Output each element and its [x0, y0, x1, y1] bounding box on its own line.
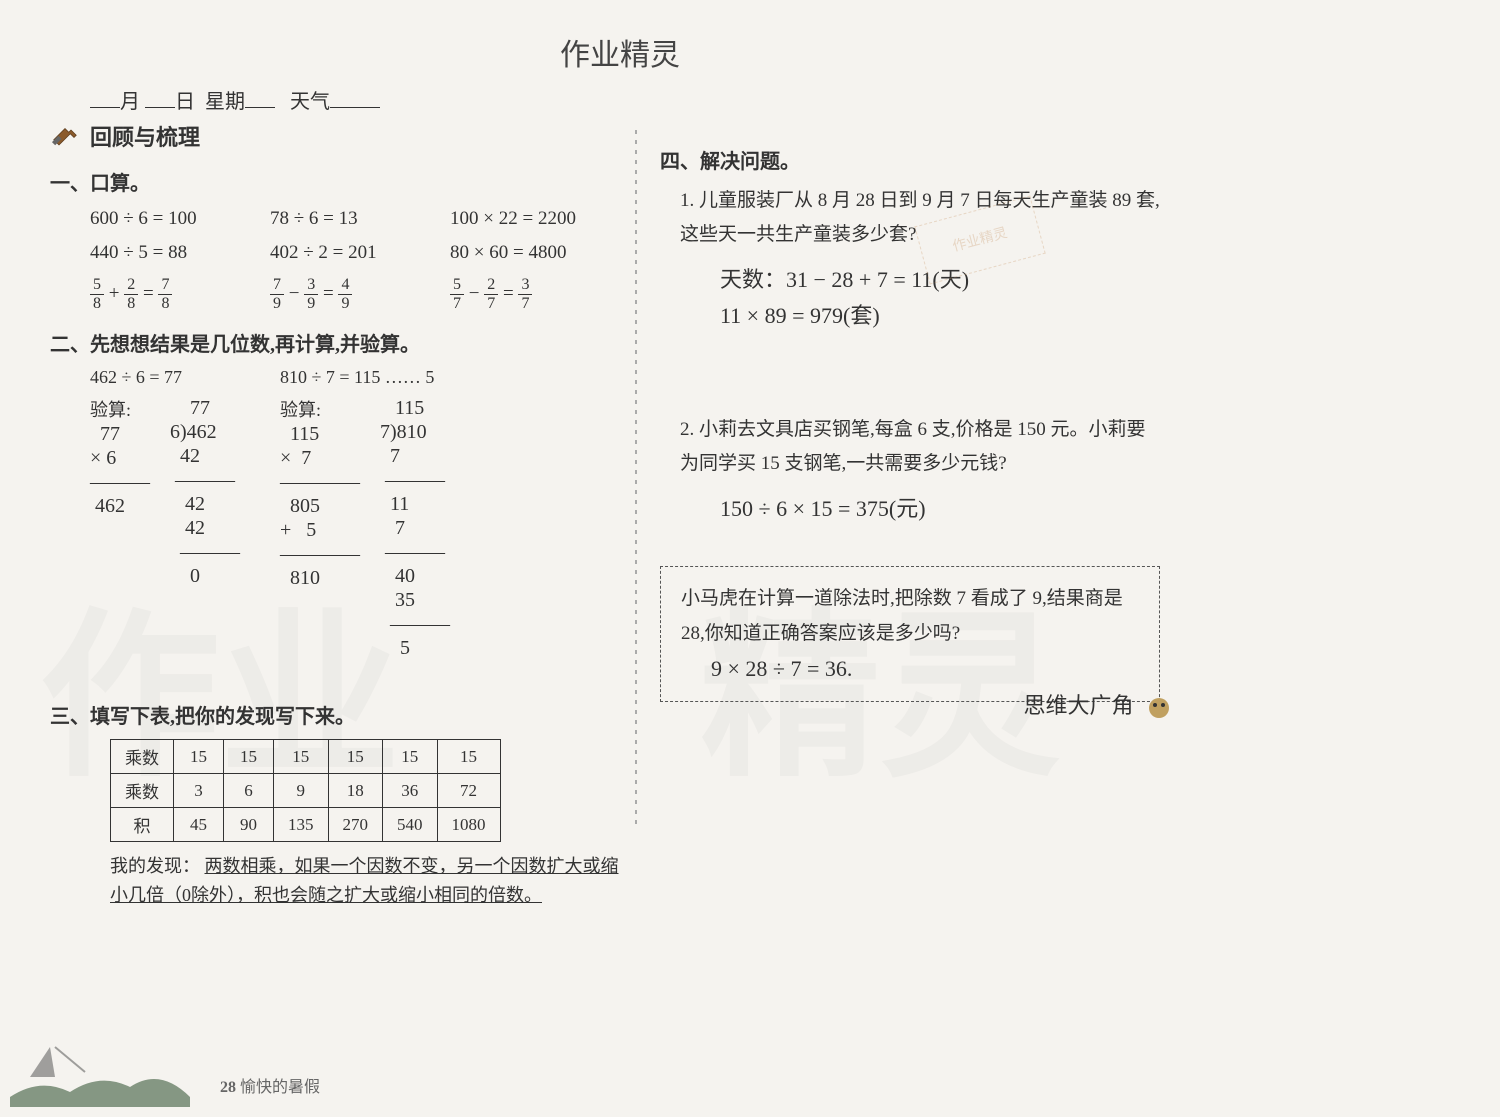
frac-item: 57 − 27 = 37 [450, 276, 600, 313]
sec2-title: 二、先想想结果是几位数,再计算,并验算。 [50, 328, 630, 357]
column-divider [635, 130, 637, 830]
bonus-box: 小马虎在计算一道除法时,把除数 7 看成了 9,结果商是 28,你知道正确答案应… [660, 566, 1160, 702]
hammer-icon [50, 121, 80, 151]
div-work: 77 6)462 42 ——— 42 42 ——— 0 [170, 396, 240, 588]
calc-item: 78 ÷ 6 = 13 [270, 208, 420, 230]
sec3-title: 三、填写下表,把你的发现写下来。 [50, 700, 630, 729]
calc-item: 100 × 22 = 2200 [450, 208, 600, 230]
mult-table: 乘数 151515 151515 乘数 369 183672 积 4590 13… [110, 739, 630, 842]
sec4-title: 四、解决问题。 [660, 145, 1160, 174]
finding: 我的发现： 两数相乘，如果一个因数不变，另一个因数扩大或缩小几倍（0除外），积也… [110, 852, 630, 910]
calc-item: 402 ÷ 2 = 201 [270, 242, 420, 264]
sec2-work: 462 ÷ 6 = 77 验算: 77 × 6 ——— 462 77 6)462… [90, 367, 630, 660]
calc-item: 600 ÷ 6 = 100 [90, 208, 240, 230]
review-title: 回顾与梳理 [90, 120, 200, 152]
verify-label: 验算: [90, 400, 131, 420]
bonus-deco: 思维大广角 [1023, 686, 1179, 726]
date-header: 月 日 星期 天气 [90, 85, 380, 114]
q2-work: 150 ÷ 6 × 15 = 375(元) [720, 491, 1160, 526]
footer-deco-icon [10, 1037, 190, 1107]
q1-text: 1. 儿童服装厂从 8 月 28 日到 9 月 7 日每天生产童装 89 套,这… [680, 184, 1160, 252]
bonus-work: 9 × 28 ÷ 7 = 36. [711, 651, 1139, 686]
q2-text: 2. 小莉去文具店买钢笔,每盒 6 支,价格是 150 元。小莉要为同学买 15… [680, 413, 1160, 481]
frac-item: 58 + 28 = 78 [90, 276, 240, 313]
page-title: 作业精灵 [560, 30, 680, 74]
left-column: 回顾与梳理 一、口算。 600 ÷ 6 = 100 78 ÷ 6 = 13 10… [50, 120, 630, 910]
right-column: 四、解决问题。 1. 儿童服装厂从 8 月 28 日到 9 月 7 日每天生产童… [660, 130, 1160, 702]
sec1-title: 一、口算。 [50, 167, 630, 196]
page-number: 28 愉快的暑假 [220, 1073, 320, 1097]
day-label: 日 [175, 85, 195, 114]
mult-work: 115 × 7 ———— 805 + 5 ———— 810 [280, 422, 360, 590]
verify-label: 验算: [280, 400, 321, 420]
bonus-text: 小马虎在计算一道除法时,把除数 7 看成了 9,结果商是 28,你知道正确答案应… [681, 582, 1139, 650]
weekday-label: 星期 [205, 85, 245, 114]
month-label: 月 [120, 85, 140, 114]
q1-work: 天数：31 − 28 + 7 = 11(天) 11 × 89 = 979(套) [720, 262, 1160, 332]
div-work: 115 7)810 7 ——— 11 7 ——— 40 35 ——— 5 [380, 396, 450, 660]
calc-item: 80 × 60 = 4800 [450, 242, 600, 264]
calc-item: 440 ÷ 5 = 88 [90, 242, 240, 264]
weather-label: 天气 [290, 85, 330, 114]
mult-work: 77 × 6 ——— 462 [90, 422, 150, 518]
frac-item: 79 − 39 = 49 [270, 276, 420, 313]
